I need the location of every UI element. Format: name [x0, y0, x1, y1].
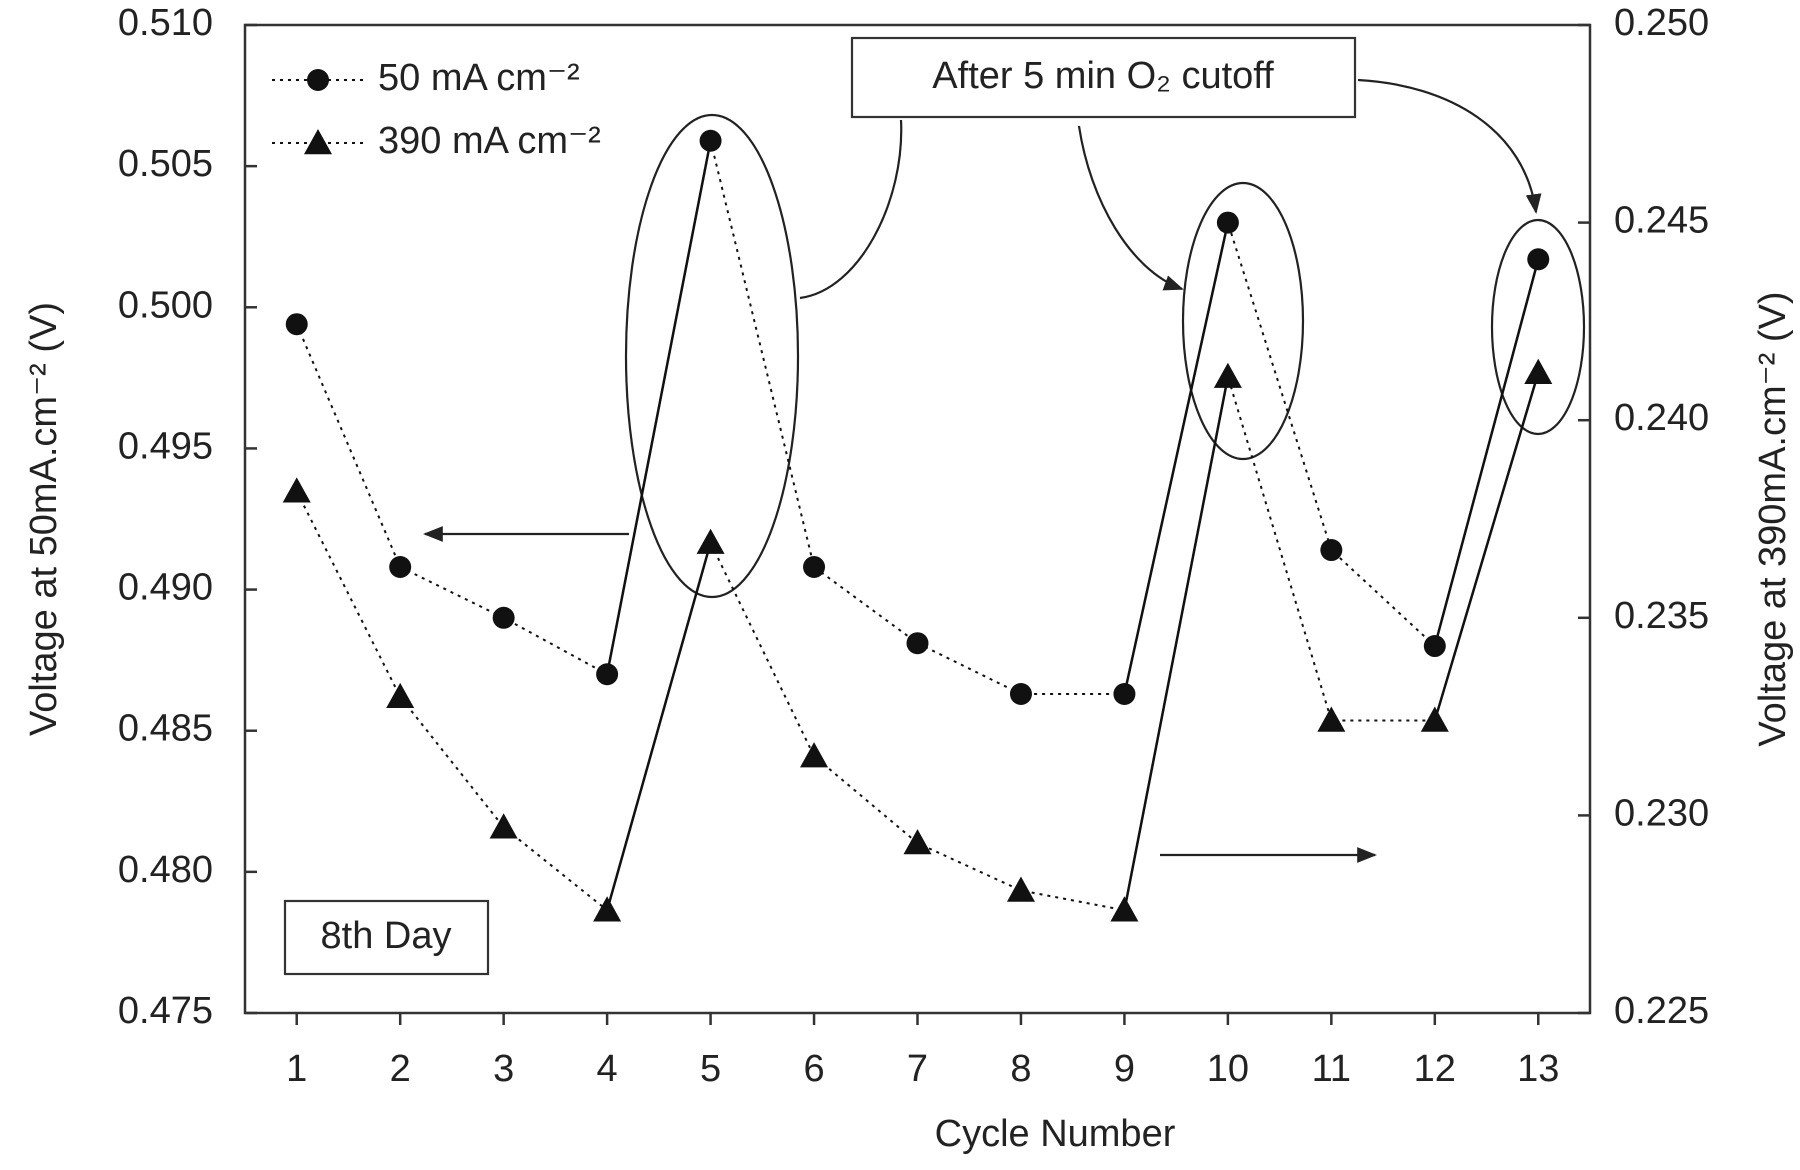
annotation-box — [850, 36, 1357, 119]
plot-frame — [243, 23, 1592, 1015]
x-tick-label: 5 — [700, 1048, 721, 1090]
data-point — [389, 555, 412, 578]
y2-tick-label: 0.245 — [1614, 200, 1709, 242]
x-tick-label: 6 — [803, 1048, 824, 1090]
x-tick-label: 7 — [907, 1048, 928, 1090]
series-line — [295, 140, 1540, 696]
y-tick-label: 0.475 — [118, 990, 213, 1032]
data-point — [1006, 876, 1035, 902]
x-tick-label: 12 — [1414, 1048, 1456, 1090]
data-point — [1527, 248, 1550, 271]
data-point — [803, 555, 826, 578]
data-point — [1317, 706, 1346, 732]
jump-segment — [1433, 372, 1540, 721]
data-point — [593, 896, 622, 922]
x-tick-label: 11 — [1312, 1048, 1351, 1090]
highlight-ellipse — [624, 113, 800, 599]
y2-tick-label: 0.225 — [1614, 990, 1709, 1032]
y-tick-label: 0.480 — [118, 849, 213, 891]
data-point — [285, 313, 308, 336]
legend-marker — [304, 129, 332, 155]
x-axis-label: Cycle Number — [935, 1113, 1176, 1155]
jump-segment — [605, 140, 712, 675]
legend-marker — [307, 69, 329, 91]
jump-segment — [1123, 376, 1230, 911]
jump-segment — [1123, 222, 1230, 695]
y-tick-label: 0.510 — [118, 2, 213, 44]
data-point — [696, 528, 725, 554]
y2-tick-label: 0.250 — [1614, 2, 1709, 44]
jump-segment — [605, 542, 712, 911]
y-tick-label: 0.505 — [118, 143, 213, 185]
annotation: After 5 min O₂ cutoff — [932, 55, 1274, 97]
callout-arrow — [1357, 78, 1542, 214]
x-tick-label: 3 — [493, 1048, 514, 1090]
data-point — [699, 129, 722, 152]
y2-tick-label: 0.235 — [1614, 595, 1709, 637]
y2-tick-label: 0.230 — [1614, 792, 1709, 834]
jump-segment — [1433, 258, 1540, 647]
annotation-box — [283, 899, 490, 976]
data-point — [1423, 635, 1446, 658]
highlight-ellipse — [1181, 181, 1305, 461]
data-point — [903, 829, 932, 855]
data-point — [596, 663, 619, 686]
callout-arrow — [1077, 125, 1184, 291]
x-tick-label: 1 — [286, 1048, 307, 1090]
y2-axis-label: Voltage at 390mA.cm⁻² (V) — [1752, 291, 1794, 746]
callout-arrow — [799, 119, 903, 300]
x-tick-label: 2 — [390, 1048, 411, 1090]
x-tick-label: 4 — [597, 1048, 618, 1090]
y-axis-label: Voltage at 50mA.cm⁻² (V) — [23, 302, 65, 736]
y-tick-label: 0.495 — [118, 425, 213, 467]
data-point — [489, 813, 518, 839]
y2-tick-label: 0.240 — [1614, 397, 1709, 439]
y-tick-label: 0.490 — [118, 567, 213, 609]
x-tick-label: 8 — [1010, 1048, 1031, 1090]
data-point — [1110, 896, 1139, 922]
y-tick-label: 0.485 — [118, 708, 213, 750]
x-tick-label: 10 — [1207, 1048, 1249, 1090]
data-point — [386, 682, 415, 709]
y-tick-label: 0.500 — [118, 284, 213, 326]
data-point — [1113, 683, 1136, 706]
data-point — [1213, 362, 1242, 388]
data-point — [282, 477, 311, 503]
annotation: 8th Day — [321, 915, 452, 957]
data-point — [1216, 211, 1239, 234]
data-point — [1420, 706, 1449, 732]
x-tick-label: 9 — [1114, 1048, 1135, 1090]
legend-label: 390 mA cm⁻² — [378, 120, 601, 162]
data-point — [492, 606, 515, 629]
data-point — [1320, 539, 1343, 562]
data-point — [906, 632, 929, 655]
highlight-ellipse — [1490, 218, 1586, 436]
data-point — [1009, 683, 1032, 706]
x-tick-label: 13 — [1517, 1048, 1559, 1090]
data-point — [800, 742, 829, 768]
data-point — [1524, 358, 1553, 384]
legend-label: 50 mA cm⁻² — [378, 57, 580, 99]
